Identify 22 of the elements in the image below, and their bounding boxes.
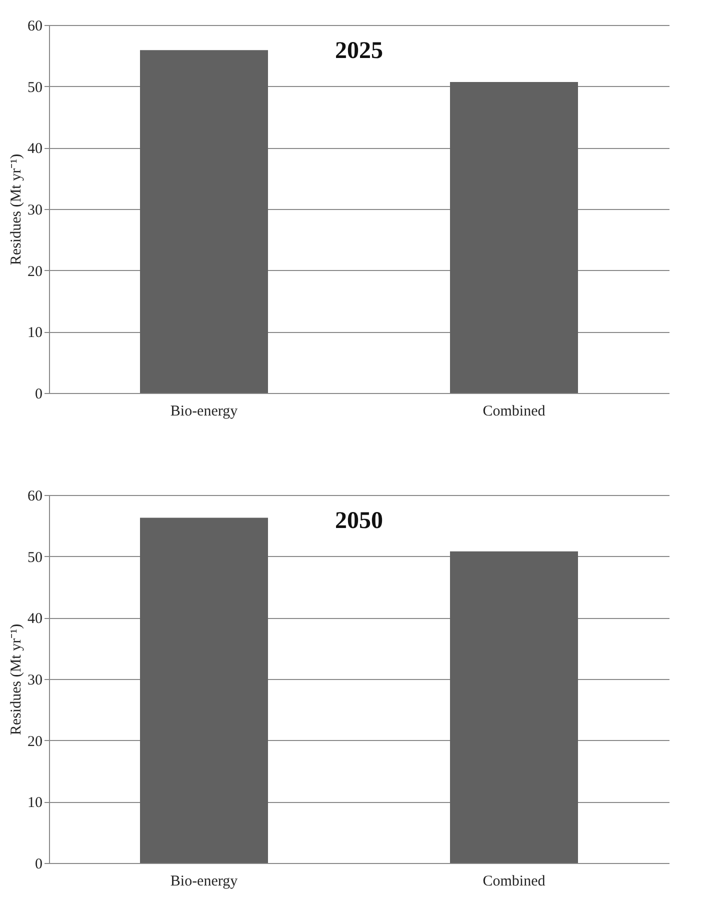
y-axis-title: Residues (Mt yr⁻¹) <box>8 154 24 266</box>
y-tick-label: 60 <box>28 18 42 34</box>
y-tick-label: 0 <box>35 856 42 872</box>
x-tick-label: Bio-energy <box>170 874 238 890</box>
y-tick-label: 20 <box>28 734 42 750</box>
y-tick-label: 0 <box>35 386 42 402</box>
y-axis-title: Residues (Mt yr⁻¹) <box>8 624 24 736</box>
y-tick-label: 10 <box>28 795 42 812</box>
y-tick-label: 20 <box>28 264 42 280</box>
y-tick-label: 50 <box>28 80 42 96</box>
y-tick-label: 60 <box>28 488 42 504</box>
text: 2050 <box>335 508 383 534</box>
y-tick-label: 40 <box>28 611 42 628</box>
y-tick-label: 30 <box>28 202 42 218</box>
y-tick-label: 30 <box>28 672 42 688</box>
text: 2025 <box>335 38 383 64</box>
y-tick-label: 50 <box>28 550 42 566</box>
x-tick-label: Bio-energy <box>170 404 238 420</box>
x-tick-label: Combined <box>482 404 546 420</box>
y-tick-label: 10 <box>28 325 42 342</box>
y-tick-label: 40 <box>28 141 42 158</box>
x-tick-label: Combined <box>482 874 546 890</box>
